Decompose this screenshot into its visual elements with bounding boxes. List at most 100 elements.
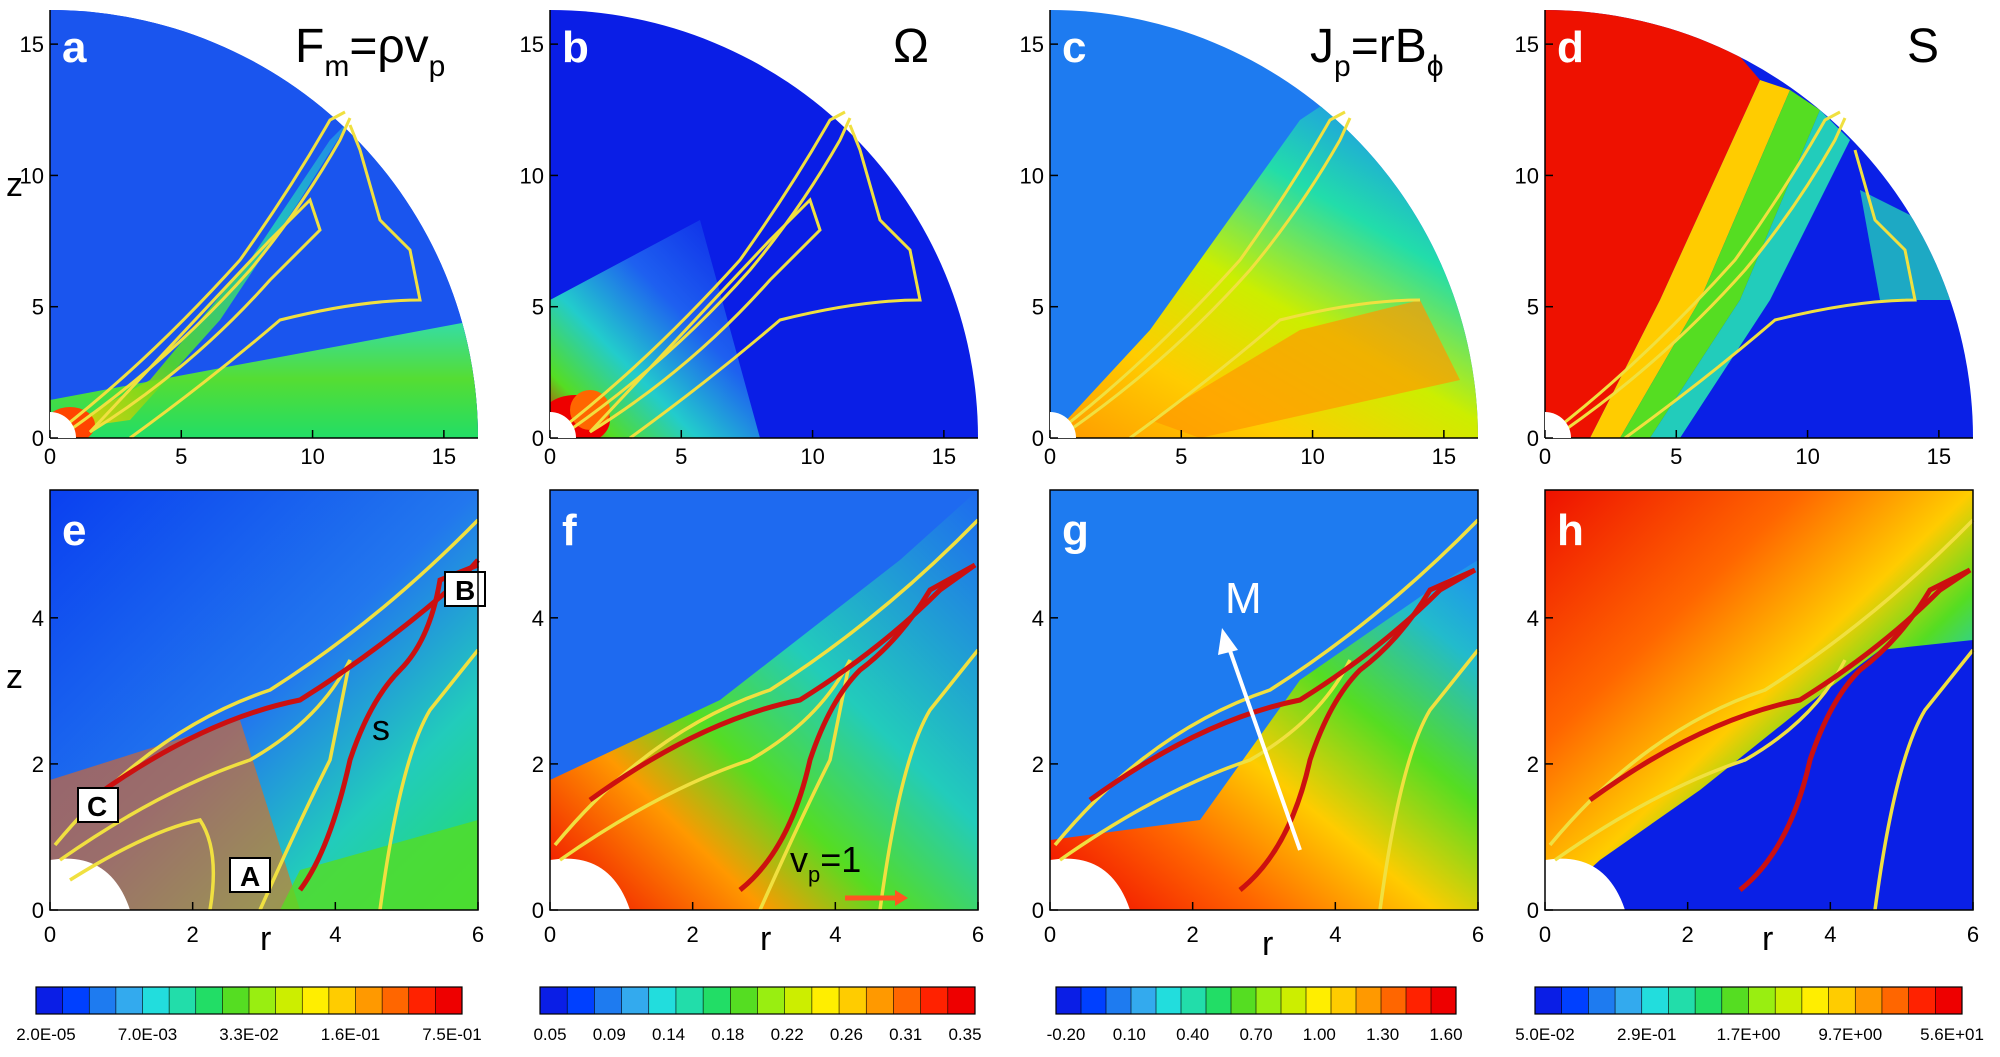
colorbar-2-swatch-3: [1131, 987, 1157, 1014]
top-x-tick-0-2: 10: [300, 444, 324, 469]
bottom-frames: [49, 489, 1974, 911]
colorbar-2-swatch-12: [1356, 987, 1382, 1014]
top-y-tick-1-2: 10: [520, 163, 544, 188]
colorbar-2-swatch-9: [1281, 987, 1307, 1014]
vp-arrow-annotation: vp=1: [790, 839, 908, 906]
panel-letter-b: b: [562, 23, 589, 72]
colorbar-1-swatch-0: [540, 987, 568, 1014]
bottom-x-tick-0-3: 6: [472, 922, 484, 947]
top-x-tick-0-3: 15: [432, 444, 456, 469]
panel-letter-c: c: [1062, 23, 1086, 72]
colorbar-1-swatch-9: [784, 987, 813, 1014]
colorbar-2-label-2: 0.40: [1176, 1025, 1209, 1044]
bottom-y-tick-1-0: 0: [532, 898, 544, 923]
top-axes: [49, 10, 1973, 439]
colorbar-2-swatch-1: [1081, 987, 1107, 1014]
colorbar-3-swatch-9: [1775, 987, 1803, 1014]
bottom-x-tick-3-1: 2: [1682, 922, 1694, 947]
panel-letter-h: h: [1557, 506, 1584, 555]
panel-letter-f: f: [562, 506, 577, 555]
colorbar-0-swatch-13: [382, 987, 410, 1014]
panel-h: [1545, 490, 1975, 911]
bottom-x-tick-2-3: 6: [1472, 922, 1484, 947]
bottom-y-tick-2-1: 2: [1032, 752, 1044, 777]
top-y-tick-3-3: 15: [1515, 32, 1539, 57]
colorbar-2-label-0: -0.20: [1047, 1025, 1086, 1044]
top-y-tick-0-3: 15: [20, 32, 44, 57]
panel-a: [50, 10, 478, 440]
colorbar-1-swatch-15: [947, 987, 976, 1014]
colorbar-1-swatch-4: [648, 987, 677, 1014]
colorbar-1-swatch-11: [839, 987, 867, 1014]
colorbar-3-label-1: 2.9E-01: [1617, 1025, 1677, 1044]
colorbar-2-swatch-11: [1331, 987, 1357, 1014]
colorbar-1-swatch-2: [594, 987, 623, 1014]
panel-letter-e: e: [62, 506, 86, 555]
top-x-tick-1-1: 5: [675, 444, 687, 469]
top-x-tick-3-3: 15: [1927, 444, 1951, 469]
colorbar-2-swatch-6: [1206, 987, 1232, 1014]
colorbar-0-swatch-7: [222, 987, 250, 1014]
panel-title-b: Ω: [893, 20, 929, 73]
colorbar-3-swatch-2: [1588, 987, 1616, 1014]
colorbar-3-swatch-13: [1881, 987, 1910, 1014]
colorbar-2-swatch-8: [1256, 987, 1282, 1014]
colorbar-3-swatch-6: [1695, 987, 1723, 1014]
bottom-x-tick-3-3: 6: [1967, 922, 1979, 947]
bottom-y-tick-3-0: 0: [1527, 898, 1539, 923]
colorbar-2-label-4: 1.00: [1303, 1025, 1336, 1044]
colorbar-1-label-5: 0.26: [830, 1025, 863, 1044]
top-y-tick-1-0: 0: [532, 426, 544, 451]
colorbar-3-swatch-10: [1801, 987, 1830, 1014]
panel-f: vp=1: [550, 490, 980, 911]
colorbar-2-swatch-4: [1156, 987, 1182, 1014]
panel-g: M: [1050, 490, 1480, 911]
colorbar-0-swatch-5: [169, 987, 197, 1014]
colorbar-3-label-0: 5.0E-02: [1515, 1025, 1575, 1044]
colorbar-1-label-3: 0.18: [711, 1025, 744, 1044]
colorbar-1-swatch-3: [621, 987, 650, 1014]
bottom-row: B C A s vp=1: [6, 489, 1979, 963]
panel-d: [1545, 10, 1973, 440]
label-s: s: [372, 707, 390, 748]
panel-letter-a: a: [62, 23, 87, 72]
top-y-tick-2-2: 10: [1020, 163, 1044, 188]
panel-letter-g: g: [1062, 506, 1089, 555]
colorbar-0-label-4: 7.5E-01: [422, 1025, 482, 1044]
bottom-x-tick-1-0: 0: [544, 922, 556, 947]
colorbar-3-swatch-0: [1535, 987, 1563, 1014]
bottom-y-tick-0-2: 4: [32, 606, 44, 631]
colorbar-1-label-6: 0.31: [889, 1025, 922, 1044]
top-x-tick-2-2: 10: [1300, 444, 1324, 469]
top-y-tick-0-2: 10: [20, 163, 44, 188]
top-y-tick-2-1: 5: [1032, 295, 1044, 320]
top-x-tick-3-1: 5: [1670, 444, 1682, 469]
colorbar-2-swatch-10: [1306, 987, 1332, 1014]
top-x-tick-2-0: 0: [1044, 444, 1056, 469]
panel-e: B C A s: [50, 490, 486, 911]
colorbar-0-swatch-3: [115, 987, 143, 1014]
bottom-x-tick-1-3: 6: [972, 922, 984, 947]
colorbar-2-label-3: 0.70: [1239, 1025, 1272, 1044]
bottom-y-axis-label: z: [6, 658, 23, 696]
bottom-x-tick-0-1: 2: [187, 922, 199, 947]
colorbar-1-label-7: 0.35: [948, 1025, 981, 1044]
label-M: M: [1225, 574, 1262, 623]
colorbar-3-swatch-15: [1935, 987, 1963, 1014]
bottom-x-tick-0-0: 0: [44, 922, 56, 947]
top-x-tick-3-0: 0: [1539, 444, 1551, 469]
colorbar-3-swatch-14: [1908, 987, 1936, 1014]
colorbar-0-swatch-2: [89, 987, 117, 1014]
colorbar-0-swatch-14: [408, 987, 436, 1014]
colorbar-1-swatch-6: [703, 987, 731, 1014]
top-y-tick-0-1: 5: [32, 295, 44, 320]
colorbar-3-label-3: 9.7E+00: [1818, 1025, 1882, 1044]
colorbar-0-swatch-9: [275, 987, 303, 1014]
colorbar-2-label-5: 1.30: [1366, 1025, 1399, 1044]
colorbar-1-swatch-12: [866, 987, 894, 1014]
colorbar-0-swatch-8: [249, 987, 277, 1014]
bottom-x-tick-2-1: 2: [1187, 922, 1199, 947]
colorbar-3-label-2: 1.7E+00: [1717, 1025, 1781, 1044]
colorbar-3-swatch-1: [1561, 987, 1589, 1014]
top-y-tick-2-0: 0: [1032, 426, 1044, 451]
